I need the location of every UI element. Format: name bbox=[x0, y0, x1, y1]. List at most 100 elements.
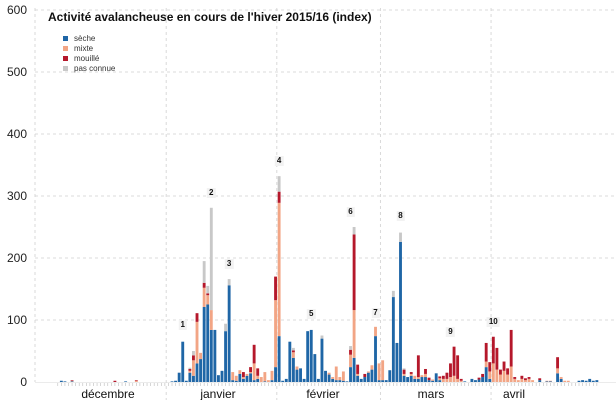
bar-seche bbox=[420, 377, 424, 382]
bar-seche bbox=[363, 377, 367, 382]
bar-mixte bbox=[370, 365, 374, 370]
bar-mixte bbox=[202, 287, 206, 307]
bar-seche bbox=[377, 380, 381, 382]
bar-seche bbox=[391, 297, 395, 382]
bar-mixte bbox=[506, 374, 510, 382]
event-annotation: 1 bbox=[178, 319, 187, 330]
bar-seche bbox=[274, 367, 277, 382]
bar-mouille bbox=[195, 313, 199, 322]
bar-seche bbox=[481, 377, 485, 382]
bar-seche bbox=[327, 374, 331, 382]
bar-seche bbox=[231, 380, 235, 382]
bar-seche bbox=[181, 341, 185, 382]
bar-seche bbox=[202, 306, 206, 382]
bar-seche bbox=[184, 380, 188, 382]
bar-seche bbox=[245, 375, 249, 382]
bar-mixte bbox=[70, 380, 74, 382]
bar-mouille bbox=[441, 375, 445, 379]
bar-mixte bbox=[356, 373, 360, 376]
bar-mixte bbox=[509, 366, 513, 382]
bar-seche bbox=[209, 329, 213, 382]
bar-mixte bbox=[527, 378, 531, 382]
bar-mouille bbox=[352, 234, 356, 311]
bar-seche bbox=[470, 378, 474, 382]
bar-mouille bbox=[438, 376, 442, 379]
bar-seche bbox=[59, 380, 63, 382]
legend: sèche mixte mouillé pas connue bbox=[63, 33, 115, 73]
bar-seche bbox=[291, 357, 295, 382]
event-annotation: 6 bbox=[346, 206, 355, 217]
bar-mouille bbox=[416, 355, 420, 378]
bar-mixte bbox=[231, 372, 235, 381]
bar-mixte bbox=[566, 380, 570, 382]
event-annotation: 9 bbox=[446, 326, 455, 337]
bar-seche bbox=[424, 377, 427, 382]
bar-seche bbox=[63, 381, 67, 382]
bar-mouille bbox=[509, 329, 513, 367]
bar-pas-connue bbox=[291, 347, 295, 351]
bar-seche bbox=[249, 373, 252, 382]
bar-mixte bbox=[559, 377, 563, 379]
month-label-april: avril bbox=[502, 387, 526, 400]
bar-seche bbox=[549, 381, 552, 382]
bar-mixte bbox=[513, 378, 517, 382]
bar-seche bbox=[399, 241, 402, 382]
bar-mouille bbox=[452, 346, 456, 376]
bar-mixte bbox=[334, 366, 338, 381]
bar-seche bbox=[416, 378, 420, 382]
bar-seche bbox=[227, 285, 231, 382]
legend-swatch bbox=[63, 65, 68, 71]
bar-seche bbox=[284, 378, 288, 382]
bar-mouille bbox=[134, 380, 138, 381]
bar-mixte bbox=[445, 378, 449, 382]
event-annotation: 8 bbox=[396, 211, 405, 222]
bar-seche bbox=[234, 380, 238, 382]
bar-seche bbox=[124, 381, 128, 382]
bar-seche bbox=[299, 368, 302, 382]
bar-seche bbox=[474, 380, 477, 382]
bar-mixte bbox=[416, 377, 420, 379]
bar-mixte bbox=[331, 377, 335, 379]
bar-mouille bbox=[113, 380, 117, 382]
bar-seche bbox=[370, 369, 374, 382]
bar-seche bbox=[174, 380, 178, 382]
bar-mouille bbox=[484, 342, 488, 362]
bar-seche bbox=[427, 380, 431, 382]
bar-seche bbox=[288, 341, 292, 382]
bar-seche bbox=[188, 372, 192, 382]
bar-mixte bbox=[238, 370, 242, 374]
bar-seche bbox=[352, 357, 356, 382]
y-tick-label: 100 bbox=[6, 313, 27, 327]
bar-mixte bbox=[259, 377, 263, 382]
bar-seche bbox=[366, 372, 370, 382]
bar-mouille bbox=[424, 368, 427, 374]
bar-mixte bbox=[206, 295, 210, 305]
bar-mixte bbox=[431, 379, 435, 381]
day-ticks bbox=[57, 383, 598, 386]
bar-mouille bbox=[409, 372, 413, 374]
bar-mixte bbox=[349, 354, 352, 368]
bar-seche bbox=[238, 373, 242, 382]
bar-mouille bbox=[402, 369, 406, 374]
bar-mixte bbox=[420, 375, 424, 378]
bar-mixte bbox=[266, 380, 270, 382]
bar-mouille bbox=[249, 367, 252, 373]
bar-mixte bbox=[295, 366, 299, 370]
bar-mixte bbox=[495, 369, 499, 382]
event-annotation: 10 bbox=[486, 316, 500, 327]
bar-seche bbox=[581, 380, 585, 382]
bar-pas-connue bbox=[209, 207, 213, 311]
bar-seche bbox=[263, 381, 267, 382]
bar-seche bbox=[349, 367, 352, 382]
bar-seche bbox=[434, 373, 438, 382]
bar-mouille bbox=[538, 378, 542, 381]
legend-item-mixte: mixte bbox=[63, 43, 115, 53]
chart-title: Activité avalancheuse en cours de l'hive… bbox=[48, 10, 372, 24]
bar-mouille bbox=[291, 350, 295, 353]
bar-seche bbox=[406, 377, 410, 382]
event-annotation: 5 bbox=[307, 308, 316, 319]
bar-pas-connue bbox=[202, 261, 206, 283]
bar-seche bbox=[302, 378, 306, 382]
bar-mouille bbox=[459, 378, 463, 381]
bar-mouille bbox=[427, 377, 431, 381]
